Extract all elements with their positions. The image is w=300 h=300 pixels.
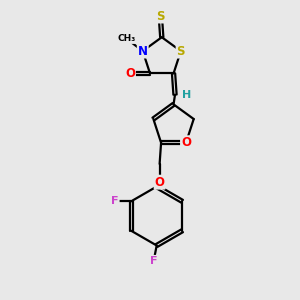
Text: N: N: [138, 45, 148, 58]
Text: O: O: [181, 136, 191, 149]
Text: H: H: [182, 90, 191, 100]
Text: F: F: [111, 196, 119, 206]
Text: O: O: [154, 176, 165, 189]
Text: S: S: [156, 10, 165, 22]
Text: O: O: [125, 67, 135, 80]
Text: F: F: [150, 256, 158, 266]
Text: CH₃: CH₃: [117, 34, 136, 43]
Text: S: S: [177, 45, 185, 58]
